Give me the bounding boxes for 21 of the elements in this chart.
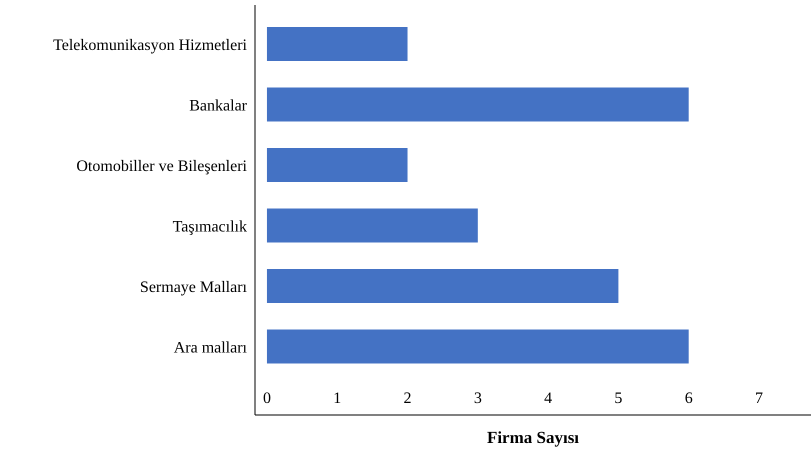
x-tick-label: 3: [474, 390, 482, 407]
y-tick-label: Bankalar: [189, 97, 248, 114]
x-tick-label: 6: [684, 390, 693, 407]
y-tick-label: Telekomunikasyon Hizmetleri: [53, 36, 248, 54]
x-axis-title: Firma Sayısı: [486, 428, 580, 447]
bar: [266, 148, 408, 182]
y-tick-label: Ara malları: [174, 339, 248, 356]
y-tick-label: Sermaye Malları: [140, 278, 248, 296]
x-tick-label: 5: [614, 390, 622, 407]
x-tick-label: 4: [544, 390, 552, 407]
x-tick-label: 2: [404, 390, 412, 407]
bar: [266, 88, 689, 122]
y-tick-label: Otomobiller ve Bileşenleri: [76, 158, 248, 175]
x-tick-label: 1: [333, 390, 342, 407]
x-tick-label: 7: [754, 390, 763, 407]
bar: [266, 269, 618, 303]
bar: [266, 208, 478, 242]
bar: [266, 330, 689, 364]
y-tick-label: Taşımacılık: [172, 218, 247, 236]
bar: [266, 27, 408, 61]
x-tick-label: 0: [262, 390, 271, 407]
